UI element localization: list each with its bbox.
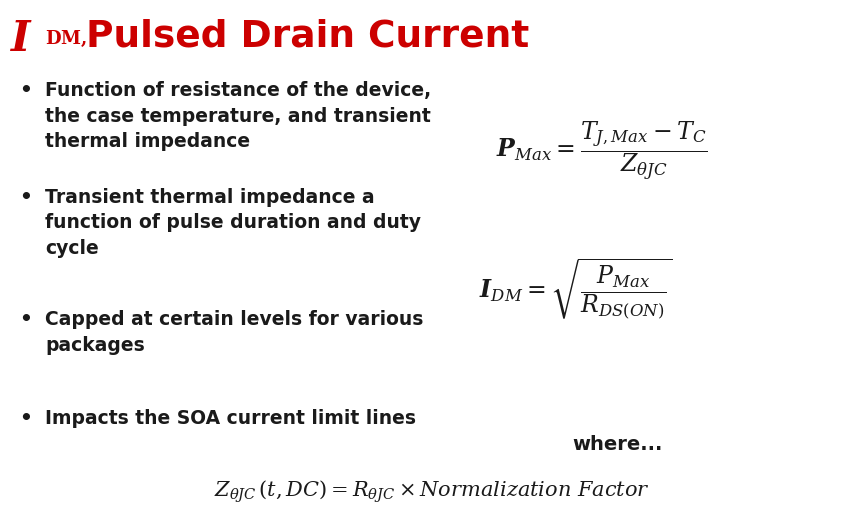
Text: $\boldsymbol{I}_{DM} = \sqrt{\dfrac{P_{Max}}{R_{DS(ON)}}}$: $\boldsymbol{I}_{DM} = \sqrt{\dfrac{P_{M… bbox=[479, 256, 672, 322]
Text: •: • bbox=[19, 81, 32, 100]
Text: $\mathbf{DM,}$: $\mathbf{DM,}$ bbox=[45, 29, 87, 48]
Text: $\bfit{I}$: $\bfit{I}$ bbox=[10, 18, 34, 60]
Text: where...: where... bbox=[572, 435, 662, 454]
Text: Pulsed Drain Current: Pulsed Drain Current bbox=[86, 18, 530, 54]
Text: •: • bbox=[19, 409, 32, 428]
Text: Transient thermal impedance a
function of pulse duration and duty
cycle: Transient thermal impedance a function o… bbox=[45, 188, 421, 258]
Text: Impacts the SOA current limit lines: Impacts the SOA current limit lines bbox=[45, 409, 416, 428]
Text: Function of resistance of the device,
the case temperature, and transient
therma: Function of resistance of the device, th… bbox=[45, 81, 431, 151]
Text: $\boldsymbol{P}_{Max} = \dfrac{T_{J,Max} - T_C}{Z_{\theta JC}}$: $\boldsymbol{P}_{Max} = \dfrac{T_{J,Max}… bbox=[496, 119, 708, 183]
Text: •: • bbox=[19, 188, 32, 206]
Text: Capped at certain levels for various
packages: Capped at certain levels for various pac… bbox=[45, 310, 423, 355]
Text: $Z_{\theta JC}\,(t, DC) = R_{\theta JC} \times \mathit{Normalization\ Factor}$: $Z_{\theta JC}\,(t, DC) = R_{\theta JC} … bbox=[214, 479, 649, 505]
Text: •: • bbox=[19, 310, 32, 329]
